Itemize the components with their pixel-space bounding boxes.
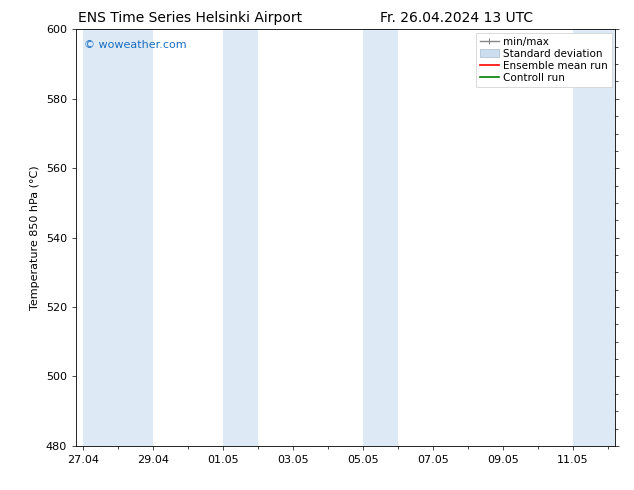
Bar — [223, 29, 258, 446]
Bar — [83, 29, 153, 446]
Y-axis label: Temperature 850 hPa (°C): Temperature 850 hPa (°C) — [30, 165, 40, 310]
Text: © woweather.com: © woweather.com — [84, 40, 187, 50]
Text: Fr. 26.04.2024 13 UTC: Fr. 26.04.2024 13 UTC — [380, 11, 533, 25]
Bar — [573, 29, 615, 446]
Legend: min/max, Standard deviation, Ensemble mean run, Controll run: min/max, Standard deviation, Ensemble me… — [476, 32, 612, 87]
Text: ENS Time Series Helsinki Airport: ENS Time Series Helsinki Airport — [78, 11, 302, 25]
Bar — [363, 29, 398, 446]
